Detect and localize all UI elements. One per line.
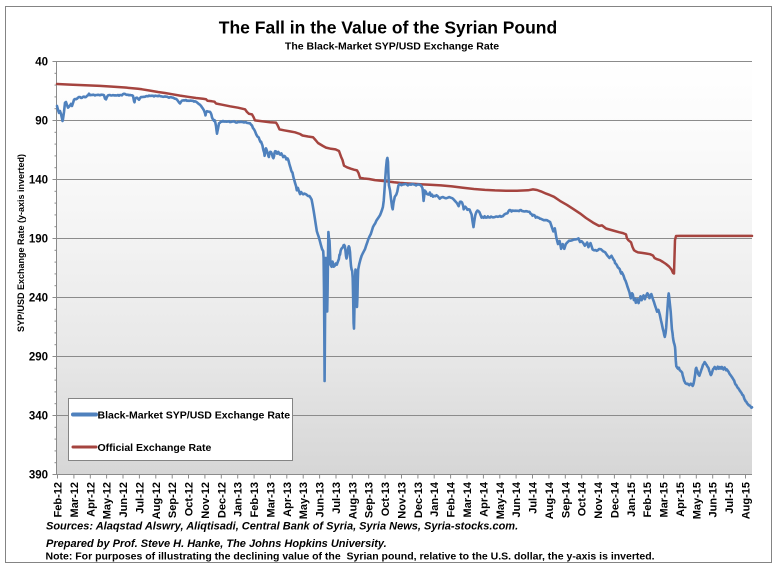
svg-text:The Black-Market SYP/USD Excha: The Black-Market SYP/USD Exchange Rate	[285, 41, 499, 53]
svg-text:Aug-13: Aug-13	[347, 482, 359, 519]
svg-text:May-14: May-14	[495, 481, 507, 519]
svg-text:Jan-14: Jan-14	[429, 481, 441, 517]
svg-text:290: 290	[29, 352, 48, 364]
svg-text:Black-Market SYP/USD Exchange: Black-Market SYP/USD Exchange Rate	[98, 410, 291, 422]
svg-text:Jan-13: Jan-13	[233, 482, 245, 517]
svg-text:Note: For purposes of illustra: Note: For purposes of illustrating the d…	[46, 551, 655, 563]
svg-text:SYP/USD Exchange Rate (y-axis: SYP/USD Exchange Rate (y-axis inverted)	[16, 154, 26, 332]
svg-text:Sep-13: Sep-13	[364, 482, 376, 518]
svg-text:Nov-12: Nov-12	[200, 482, 212, 519]
svg-text:Jun-15: Jun-15	[708, 482, 720, 517]
svg-text:May-12: May-12	[102, 482, 114, 519]
svg-text:Feb-12: Feb-12	[53, 482, 65, 517]
svg-text:Official Exchange Rate: Official Exchange Rate	[98, 442, 212, 454]
svg-text:Mar-13: Mar-13	[265, 482, 277, 517]
svg-text:Mar-14: Mar-14	[462, 481, 474, 517]
svg-text:Jun-12: Jun-12	[118, 482, 130, 517]
svg-text:Jun-14: Jun-14	[511, 481, 523, 517]
svg-text:Feb-15: Feb-15	[642, 482, 654, 517]
svg-text:Prepared by Prof. Steve H. Han: Prepared by Prof. Steve H. Hanke, The Jo…	[46, 538, 387, 550]
svg-text:Jun-13: Jun-13	[315, 482, 327, 517]
svg-text:Nov-14: Nov-14	[593, 481, 605, 519]
svg-text:Jul-13: Jul-13	[331, 482, 343, 514]
svg-text:Oct-13: Oct-13	[380, 482, 392, 516]
svg-text:340: 340	[29, 411, 48, 423]
svg-text:Oct-14: Oct-14	[577, 481, 589, 516]
svg-text:Jul-12: Jul-12	[134, 482, 146, 514]
svg-text:Apr-12: Apr-12	[85, 482, 97, 517]
svg-text:Jan-15: Jan-15	[626, 482, 638, 517]
svg-text:Apr-14: Apr-14	[478, 481, 490, 517]
svg-text:Apr-15: Apr-15	[675, 482, 687, 517]
svg-text:Dec-14: Dec-14	[609, 481, 621, 518]
svg-text:240: 240	[29, 293, 48, 305]
svg-text:140: 140	[29, 175, 48, 187]
svg-text:Dec-13: Dec-13	[413, 482, 425, 518]
svg-text:190: 190	[29, 234, 48, 246]
svg-text:Sep-12: Sep-12	[167, 482, 179, 518]
svg-text:Aug-12: Aug-12	[151, 482, 163, 519]
svg-text:Nov-13: Nov-13	[397, 482, 409, 519]
svg-text:Jul-14: Jul-14	[528, 481, 540, 514]
svg-text:Mar-12: Mar-12	[69, 482, 81, 517]
svg-text:The Fall in the Value of the S: The Fall in the Value of the Syrian Poun…	[219, 18, 557, 38]
svg-text:Sources: Alaqstad Alswry, Aliq: Sources: Alaqstad Alswry, Aliqtisadi, Ce…	[46, 521, 518, 533]
svg-text:May-15: May-15	[691, 482, 703, 519]
svg-text:Sep-14: Sep-14	[560, 481, 572, 518]
svg-text:Aug-14: Aug-14	[544, 481, 556, 519]
svg-text:390: 390	[29, 470, 48, 482]
svg-text:Apr-13: Apr-13	[282, 482, 294, 517]
svg-text:90: 90	[35, 116, 48, 128]
svg-text:May-13: May-13	[298, 482, 310, 519]
svg-text:Feb-14: Feb-14	[446, 481, 458, 517]
svg-text:Dec-12: Dec-12	[216, 482, 228, 518]
svg-text:40: 40	[35, 57, 48, 69]
svg-text:Jul-15: Jul-15	[724, 482, 736, 514]
svg-text:Feb-13: Feb-13	[249, 482, 261, 517]
svg-text:Oct-12: Oct-12	[184, 482, 196, 516]
svg-text:Aug-15: Aug-15	[741, 482, 753, 519]
svg-text:Mar-15: Mar-15	[659, 482, 671, 517]
